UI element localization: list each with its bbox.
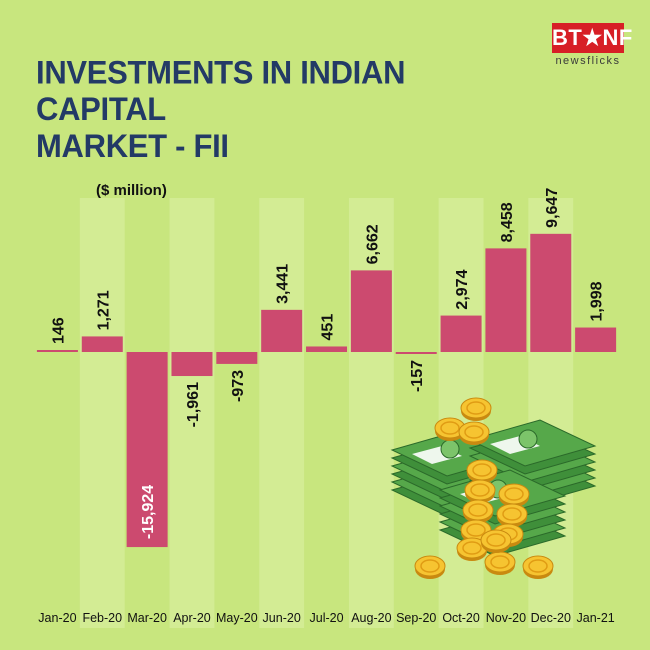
x-tick-label: Jun-20 xyxy=(263,611,301,625)
x-tick-label: Oct-20 xyxy=(442,611,480,625)
x-tick-label: Jul-20 xyxy=(310,611,344,625)
bar xyxy=(171,352,213,377)
cash-and-coins-icon xyxy=(390,397,597,579)
bars xyxy=(36,233,617,548)
value-label: 146 xyxy=(50,317,67,344)
value-label: 1,271 xyxy=(95,290,112,330)
x-tick-label: Apr-20 xyxy=(173,611,211,625)
value-label: -157 xyxy=(409,360,426,392)
coin-ring xyxy=(468,503,488,517)
x-tick-label: Mar-20 xyxy=(127,611,167,625)
bar xyxy=(126,352,168,548)
coin xyxy=(460,397,492,419)
chart-title-line-2: MARKET - FII xyxy=(36,127,229,165)
x-tick-label: Sep-20 xyxy=(396,611,436,625)
value-label: -15,924 xyxy=(140,485,157,539)
value-label: 3,441 xyxy=(275,264,292,304)
coin xyxy=(464,479,496,501)
column-band xyxy=(348,198,394,628)
bar xyxy=(261,309,303,352)
coin-ring xyxy=(440,421,460,435)
coin xyxy=(462,499,494,521)
x-tick-label: Nov-20 xyxy=(486,611,526,625)
dollar-seal xyxy=(440,439,460,459)
value-label: 8,458 xyxy=(499,202,516,242)
dollar-seal xyxy=(518,429,538,449)
unit-label: ($ million) xyxy=(96,182,167,199)
bar xyxy=(530,233,572,352)
bar xyxy=(395,352,437,354)
value-label: 9,647 xyxy=(544,188,561,228)
x-tick-label: Jan-20 xyxy=(38,611,76,625)
value-labels: 146 1,271 -15,924 -1,961 -973 3,441 451 6,662 -1… xyxy=(50,188,605,539)
coin-ring xyxy=(462,541,482,555)
value-label: 2,974 xyxy=(454,269,471,309)
coin-ring xyxy=(420,559,440,573)
coin-ring xyxy=(466,523,486,537)
coin xyxy=(458,421,490,443)
bar xyxy=(440,315,482,352)
coin-ring xyxy=(528,559,548,573)
value-label: -1,961 xyxy=(185,382,202,427)
column-band xyxy=(169,198,215,628)
bar xyxy=(350,270,392,352)
x-tick-label: Jan-21 xyxy=(577,611,615,625)
coin xyxy=(496,503,528,525)
coin-ring xyxy=(486,533,506,547)
chart-title: INVESTMENTS IN INDIAN CAPITAL MARKET - F… xyxy=(36,54,516,164)
x-axis-labels: Jan-20 Feb-20 Mar-20 Apr-20 May-20 Jun-20 Jul-… xyxy=(38,611,614,625)
value-label: 451 xyxy=(320,314,337,341)
logo-wordmark: BT★NF xyxy=(552,23,632,53)
bar xyxy=(36,350,78,352)
coin-ring xyxy=(464,425,484,439)
chart-title-line-1: INVESTMENTS IN INDIAN CAPITAL xyxy=(36,54,406,128)
value-label: 6,662 xyxy=(364,224,381,264)
coin-ring xyxy=(502,507,522,521)
bar xyxy=(81,336,123,352)
coin-ring xyxy=(504,487,524,501)
x-tick-label: May-20 xyxy=(216,611,258,625)
coin xyxy=(466,459,498,481)
value-label: 1,998 xyxy=(589,281,606,321)
btnf-logo: BT★NF newsflicks xyxy=(546,23,632,71)
bar xyxy=(485,248,527,352)
coin-ring xyxy=(472,463,492,477)
coin xyxy=(498,483,530,505)
value-label: -973 xyxy=(230,370,247,402)
coin-ring xyxy=(466,401,486,415)
coin xyxy=(522,555,554,577)
bar xyxy=(575,327,617,352)
bar xyxy=(306,346,348,352)
coin xyxy=(484,551,516,573)
bar xyxy=(216,352,258,364)
coin xyxy=(480,529,512,551)
coin-ring xyxy=(470,483,490,497)
x-tick-label: Aug-20 xyxy=(351,611,391,625)
coin xyxy=(414,555,446,577)
coin-ring xyxy=(490,555,510,569)
x-tick-label: Dec-20 xyxy=(531,611,571,625)
column-band xyxy=(259,198,305,628)
column-band xyxy=(79,198,125,628)
logo-tagline: newsflicks xyxy=(555,55,621,67)
x-tick-label: Feb-20 xyxy=(82,611,122,625)
